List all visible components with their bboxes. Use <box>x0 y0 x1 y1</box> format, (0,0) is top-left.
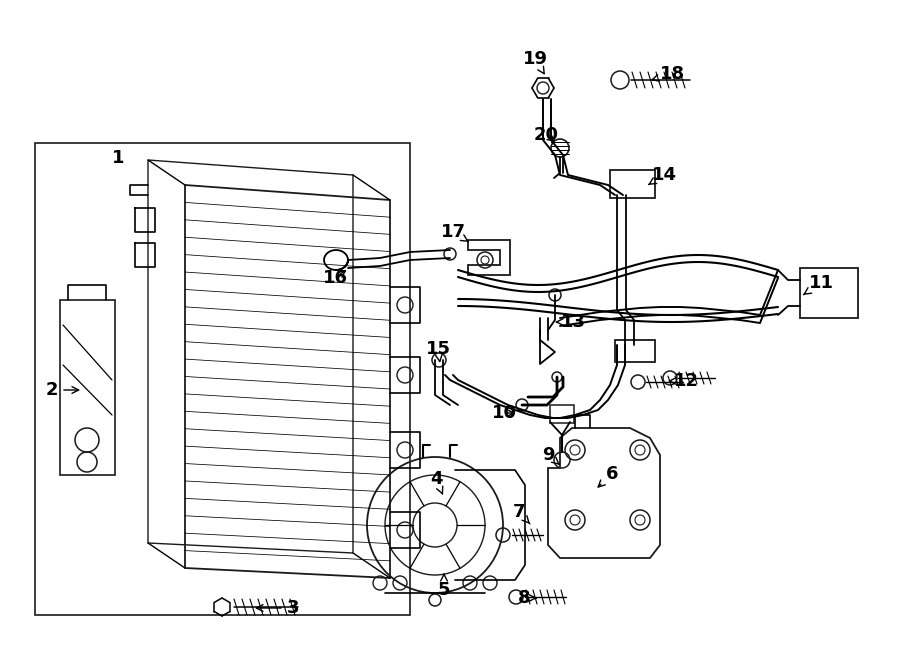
Text: 12: 12 <box>670 372 698 390</box>
Text: 8: 8 <box>518 589 536 607</box>
Bar <box>550 405 574 423</box>
Text: 5: 5 <box>437 574 450 599</box>
Text: 11: 11 <box>804 274 833 295</box>
Text: 4: 4 <box>430 470 443 494</box>
Text: 1: 1 <box>112 149 124 167</box>
Text: 6: 6 <box>598 465 618 487</box>
Text: 19: 19 <box>523 50 547 74</box>
Bar <box>610 170 655 198</box>
Text: 3: 3 <box>256 599 299 617</box>
Text: 15: 15 <box>426 340 451 362</box>
Text: 10: 10 <box>491 404 517 422</box>
Text: 20: 20 <box>534 126 559 144</box>
Text: 2: 2 <box>46 381 78 399</box>
Text: 14: 14 <box>649 166 677 184</box>
Text: 18: 18 <box>652 65 685 83</box>
Bar <box>60 300 115 475</box>
Text: 16: 16 <box>322 269 347 287</box>
Bar <box>800 268 858 318</box>
Text: 13: 13 <box>556 313 586 331</box>
Text: 17: 17 <box>440 223 468 242</box>
Text: 9: 9 <box>542 446 559 465</box>
Bar <box>615 340 655 362</box>
Bar <box>35 143 410 615</box>
Text: 7: 7 <box>513 503 530 524</box>
